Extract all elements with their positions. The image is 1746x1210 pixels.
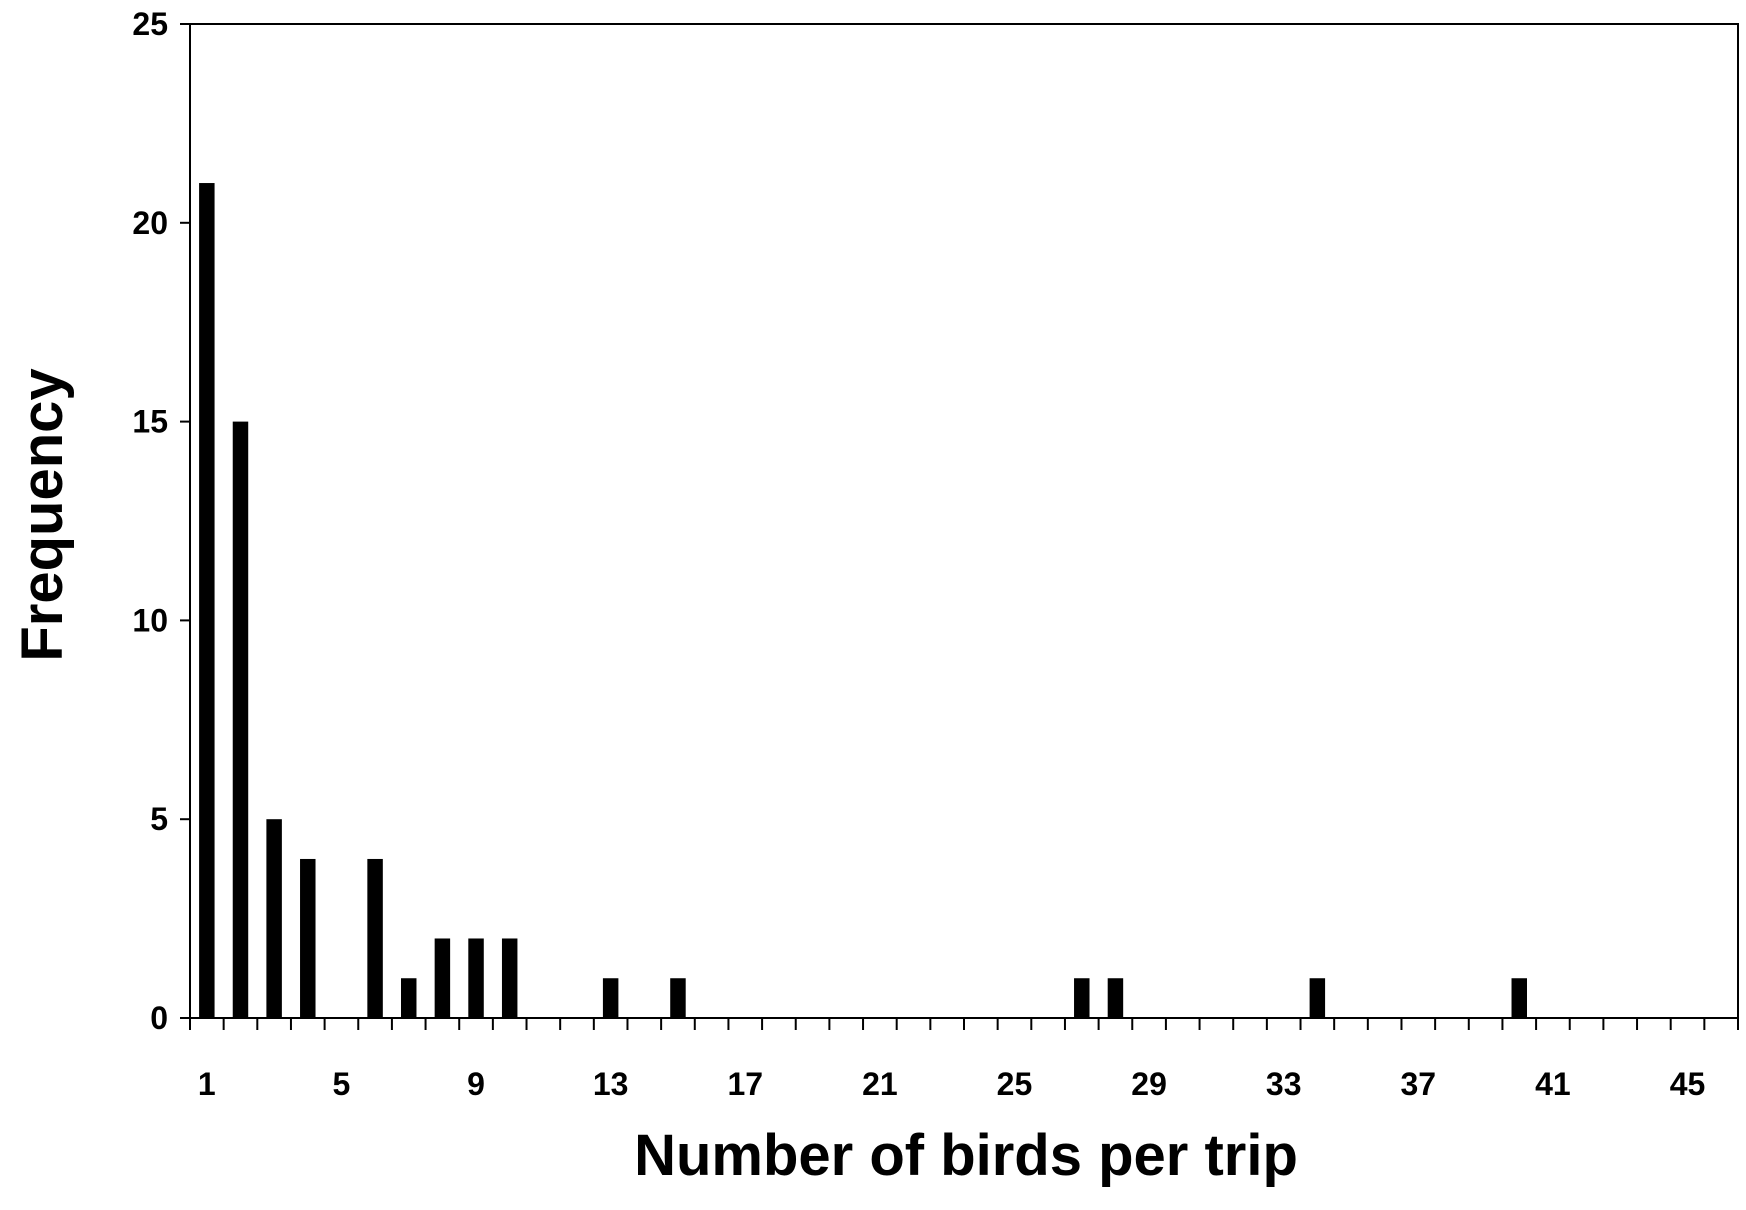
x-tick-label: 5 bbox=[333, 1066, 351, 1102]
bar bbox=[602, 978, 619, 1018]
x-axis-title: Number of birds per trip bbox=[634, 1123, 1298, 1188]
x-tick-label: 13 bbox=[593, 1066, 629, 1102]
bar bbox=[501, 938, 518, 1018]
bar bbox=[434, 938, 451, 1018]
bars bbox=[199, 183, 1528, 1019]
x-tick-label: 41 bbox=[1535, 1066, 1571, 1102]
bar bbox=[468, 938, 484, 1018]
bar bbox=[1107, 978, 1124, 1018]
bar bbox=[670, 978, 686, 1018]
bar bbox=[300, 858, 316, 1018]
x-tick-label: 9 bbox=[467, 1066, 485, 1102]
y-tick-label: 0 bbox=[150, 1000, 168, 1036]
x-tick-label: 21 bbox=[862, 1066, 898, 1102]
x-tick-label: 29 bbox=[1131, 1066, 1167, 1102]
plot-frame bbox=[189, 23, 1739, 1019]
x-axis-ticks: 1 5 9 13 17 21 25 29 33 37 41 45 bbox=[189, 1018, 1739, 1102]
bar bbox=[1511, 978, 1528, 1018]
y-tick-label: 15 bbox=[132, 404, 168, 440]
x-tick-label: 1 bbox=[198, 1066, 216, 1102]
bar bbox=[232, 421, 249, 1019]
bar bbox=[1074, 978, 1090, 1018]
y-tick-label: 20 bbox=[132, 205, 168, 241]
y-tick-label: 25 bbox=[132, 6, 168, 42]
bar bbox=[266, 819, 282, 1018]
y-tick-label: 10 bbox=[132, 602, 168, 638]
bar bbox=[400, 978, 417, 1018]
x-tick-label: 37 bbox=[1401, 1066, 1437, 1102]
bar bbox=[1309, 978, 1326, 1018]
x-tick-label: 33 bbox=[1266, 1066, 1302, 1102]
x-tick-label: 45 bbox=[1670, 1066, 1706, 1102]
y-axis-ticks: 0 5 10 15 20 25 bbox=[132, 6, 190, 1036]
x-tick-label: 25 bbox=[997, 1066, 1033, 1102]
y-tick-label: 5 bbox=[150, 801, 168, 837]
plot-border bbox=[189, 23, 1739, 1019]
bar bbox=[367, 858, 383, 1018]
bar bbox=[199, 183, 215, 1019]
y-axis-title: Frequency bbox=[10, 368, 75, 661]
x-tick-label: 17 bbox=[727, 1066, 763, 1102]
